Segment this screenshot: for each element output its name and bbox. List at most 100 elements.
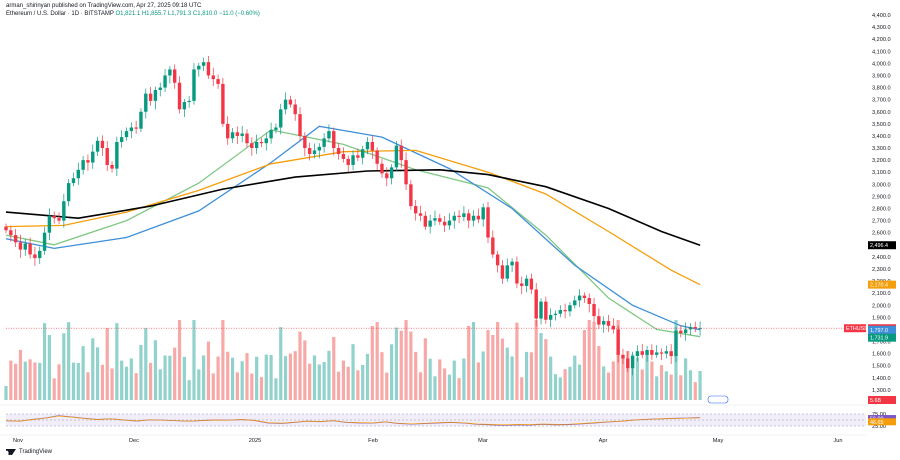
volume-bar — [414, 351, 418, 400]
volume-bar — [505, 347, 509, 400]
candle-body — [95, 140, 100, 152]
volume-bar — [659, 365, 664, 400]
volume-bar — [462, 358, 466, 400]
volume-bar — [255, 356, 259, 400]
candle-body — [312, 150, 317, 155]
volume-bar — [144, 328, 148, 400]
price-tick-label: 1,700.0 — [872, 340, 891, 346]
candle-body — [173, 69, 177, 83]
candle-body — [187, 100, 191, 103]
volume-bar — [684, 358, 688, 400]
candle-body — [360, 149, 365, 158]
volume-bar — [356, 370, 360, 400]
volume-bar — [568, 366, 572, 400]
candle-body — [650, 349, 654, 355]
volume-bar — [100, 364, 104, 400]
volume-bar — [298, 331, 302, 400]
candle-body — [124, 131, 129, 138]
candle-body — [375, 150, 379, 164]
volume-bar — [529, 352, 533, 400]
volume-bar — [409, 331, 413, 400]
price-tag-label: 1,731.9 — [870, 336, 888, 342]
candle-body — [573, 300, 577, 306]
price-tick-label: 1,300.0 — [872, 388, 891, 394]
volume-bar — [679, 375, 683, 400]
candle-body — [76, 169, 80, 179]
volume-bar — [573, 355, 577, 400]
candle-body — [245, 133, 249, 144]
candle-body — [144, 93, 148, 112]
candle-body — [307, 148, 312, 155]
price-tick-label: 4,200.0 — [872, 37, 891, 43]
price-tick-label: 3,500.0 — [872, 122, 891, 128]
volume-bar — [47, 335, 51, 400]
candle-body — [592, 304, 596, 317]
price-tick-label: 3,400.0 — [872, 134, 891, 140]
candle-body — [226, 123, 230, 139]
volume-bar — [447, 374, 452, 400]
volume-bar — [288, 353, 292, 400]
candle-body — [332, 131, 336, 149]
volume-bar — [110, 368, 114, 400]
candle-body — [201, 62, 206, 66]
volume-bar — [688, 370, 693, 400]
tradingview-brand[interactable]: TradingView — [6, 449, 52, 455]
candle-body — [351, 155, 355, 165]
candle-body — [438, 218, 442, 222]
volume-tag — [868, 396, 896, 404]
rsi-value-tag — [868, 418, 896, 426]
candle-body — [66, 183, 71, 202]
candle-body — [442, 221, 447, 226]
volume-bar — [283, 356, 288, 400]
volume-bar — [182, 356, 186, 400]
volume-bar — [553, 374, 558, 400]
volume-bar — [399, 330, 403, 400]
candle-body — [568, 305, 572, 312]
candle-body — [630, 356, 635, 369]
candle-body — [52, 215, 56, 219]
volume-bar — [226, 351, 230, 400]
candle-body — [303, 135, 307, 149]
price-tick-label: 3,100.0 — [872, 170, 891, 176]
price-tick-label: 2,600.0 — [872, 231, 891, 237]
volume-bar — [76, 363, 80, 400]
candle-body — [119, 137, 124, 142]
symbol-tag-bg — [844, 324, 866, 333]
candle-body — [669, 351, 673, 357]
moving-average-line — [5, 129, 701, 338]
price-tick-label: 4,100.0 — [872, 49, 891, 55]
volume-bar — [274, 378, 278, 400]
candle-body — [481, 207, 485, 220]
moving-average-line — [5, 125, 701, 331]
price-tag-label: 2,496.4 — [870, 243, 888, 249]
candle-body — [28, 243, 32, 255]
candle-body — [283, 99, 288, 110]
candle-body — [317, 146, 321, 151]
volume-bar — [650, 361, 654, 400]
volume-bar — [418, 372, 423, 400]
moving-average-line — [5, 149, 701, 286]
candle-body — [288, 99, 293, 105]
candle-body — [47, 215, 52, 233]
volume-bar — [115, 323, 119, 400]
candle-body — [346, 158, 350, 165]
volume-bar — [443, 368, 447, 400]
candle-body — [698, 328, 702, 330]
candle-body — [679, 330, 683, 334]
price-tick-label: 3,700.0 — [872, 98, 891, 104]
candle-body — [433, 218, 437, 221]
volume-bar — [520, 377, 524, 400]
volume-bar — [404, 320, 408, 400]
volume-bar — [149, 362, 153, 400]
volume-bar — [124, 366, 129, 400]
replay-marker — [707, 395, 729, 404]
volume-bar — [664, 371, 668, 400]
candle-body — [409, 184, 413, 207]
candle-body — [259, 141, 264, 144]
candle-body — [235, 132, 240, 136]
candle-body — [71, 178, 76, 184]
candle-body — [9, 230, 13, 236]
volume-bar — [14, 363, 18, 400]
candle-body — [447, 220, 452, 226]
